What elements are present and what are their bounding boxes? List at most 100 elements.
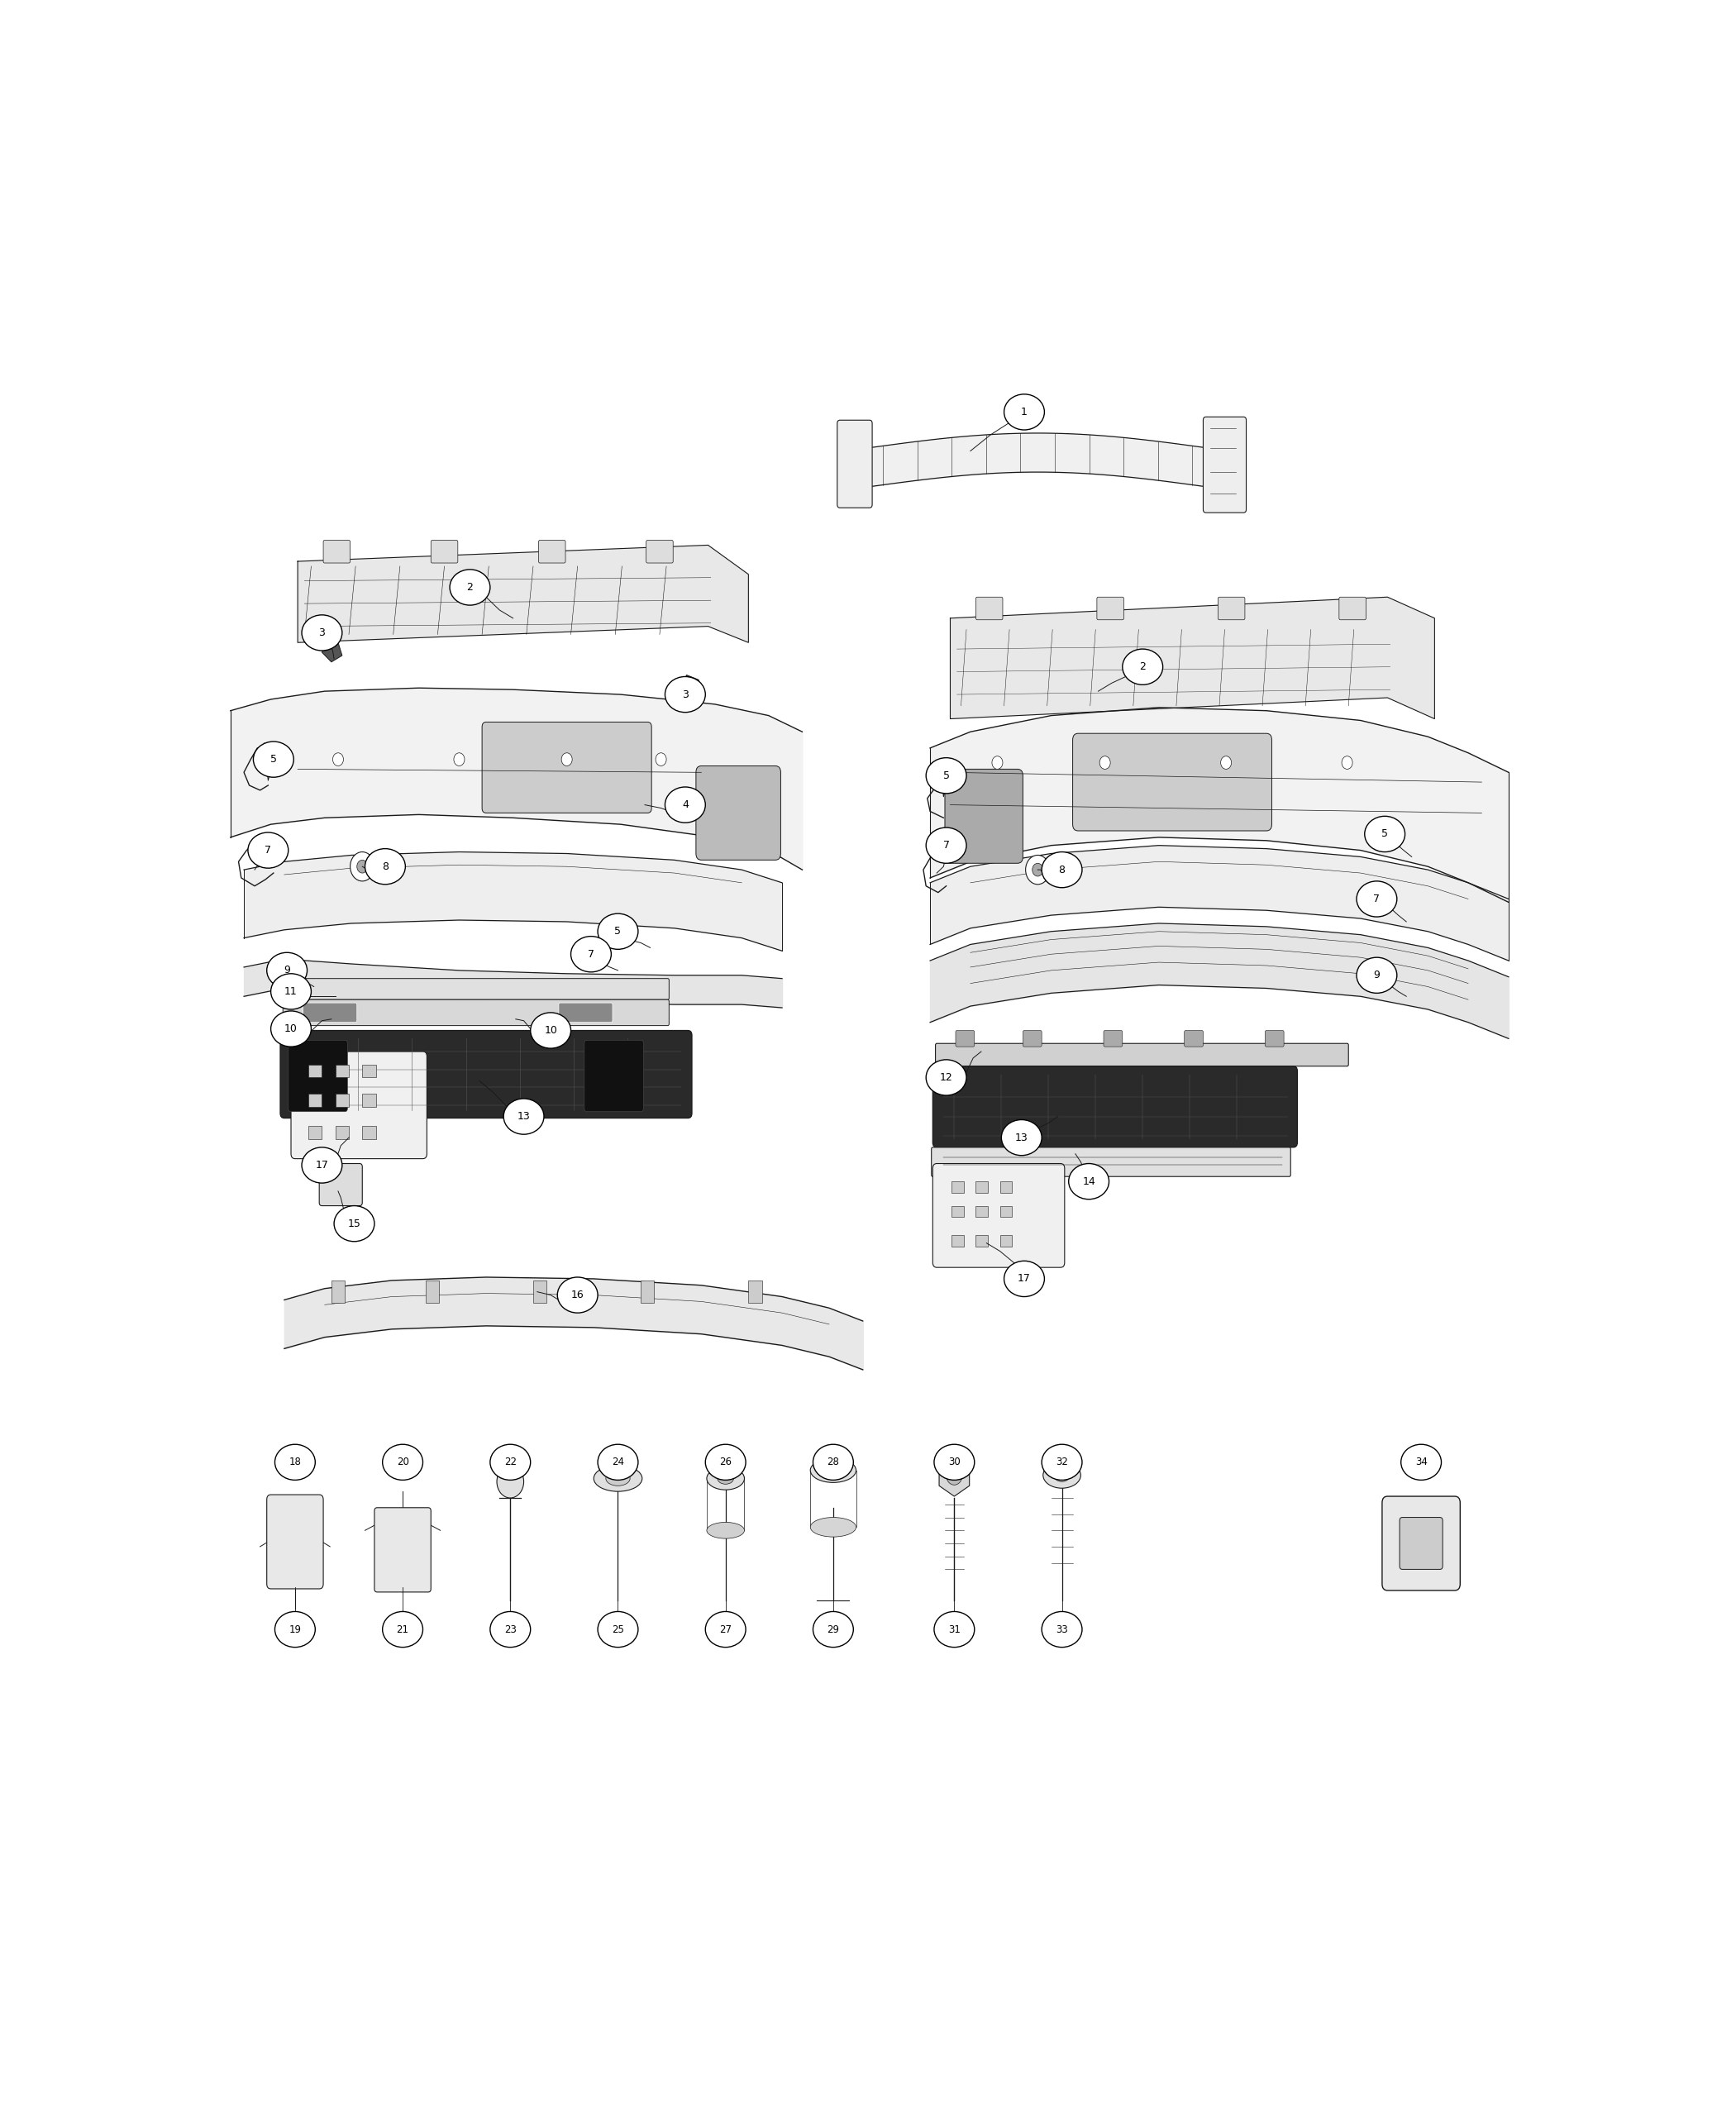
FancyBboxPatch shape <box>646 540 674 563</box>
Ellipse shape <box>934 1444 974 1480</box>
Text: 23: 23 <box>503 1623 516 1636</box>
Text: 7: 7 <box>1373 894 1380 904</box>
FancyBboxPatch shape <box>1023 1031 1042 1048</box>
Text: 27: 27 <box>719 1623 733 1636</box>
FancyBboxPatch shape <box>1203 417 1246 512</box>
Text: 14: 14 <box>1082 1176 1095 1187</box>
Text: 13: 13 <box>1016 1132 1028 1143</box>
Bar <box>332 1280 345 1303</box>
Ellipse shape <box>1401 1444 1441 1480</box>
FancyBboxPatch shape <box>304 1003 358 1022</box>
FancyBboxPatch shape <box>1184 1031 1203 1048</box>
FancyBboxPatch shape <box>1219 597 1245 620</box>
Ellipse shape <box>1002 1119 1042 1155</box>
Bar <box>309 1094 321 1107</box>
Text: 7: 7 <box>266 845 271 856</box>
FancyBboxPatch shape <box>288 1039 347 1111</box>
FancyBboxPatch shape <box>932 1067 1297 1147</box>
Ellipse shape <box>267 953 307 989</box>
Polygon shape <box>939 1455 969 1497</box>
Circle shape <box>1026 856 1050 885</box>
FancyBboxPatch shape <box>1104 1031 1123 1048</box>
FancyBboxPatch shape <box>1266 1031 1285 1048</box>
Text: 18: 18 <box>288 1457 300 1467</box>
FancyBboxPatch shape <box>323 540 351 563</box>
Ellipse shape <box>707 1522 745 1539</box>
Ellipse shape <box>811 1518 856 1537</box>
Polygon shape <box>950 597 1434 719</box>
Bar <box>309 1065 321 1077</box>
Ellipse shape <box>812 1444 854 1480</box>
Bar <box>335 1065 349 1077</box>
Text: 9: 9 <box>283 965 290 976</box>
Text: 21: 21 <box>396 1623 410 1636</box>
Ellipse shape <box>503 1098 543 1134</box>
Ellipse shape <box>557 1277 597 1313</box>
Text: 20: 20 <box>396 1457 408 1467</box>
Text: 30: 30 <box>948 1457 960 1467</box>
Ellipse shape <box>271 974 311 1010</box>
Ellipse shape <box>1069 1164 1109 1199</box>
FancyBboxPatch shape <box>932 1147 1290 1176</box>
Bar <box>335 1094 349 1107</box>
Ellipse shape <box>606 1471 630 1486</box>
Text: 15: 15 <box>347 1218 361 1229</box>
FancyBboxPatch shape <box>283 978 668 999</box>
Circle shape <box>1342 757 1352 769</box>
Ellipse shape <box>571 936 611 972</box>
Circle shape <box>333 753 344 765</box>
FancyBboxPatch shape <box>375 1507 431 1592</box>
Ellipse shape <box>1042 1611 1082 1646</box>
Ellipse shape <box>925 828 967 864</box>
Ellipse shape <box>490 1611 531 1646</box>
Bar <box>363 1126 375 1138</box>
Text: 26: 26 <box>719 1457 733 1467</box>
Text: 2: 2 <box>467 582 474 592</box>
Ellipse shape <box>271 1012 311 1048</box>
Ellipse shape <box>253 742 293 778</box>
Ellipse shape <box>597 913 639 949</box>
Text: 17: 17 <box>1017 1273 1031 1284</box>
FancyBboxPatch shape <box>696 765 781 860</box>
Ellipse shape <box>925 757 967 793</box>
Text: 22: 22 <box>503 1457 517 1467</box>
Bar <box>976 1206 988 1216</box>
Circle shape <box>1220 757 1231 769</box>
Text: 12: 12 <box>939 1073 953 1084</box>
Ellipse shape <box>1364 816 1404 852</box>
Bar <box>1000 1206 1012 1216</box>
Text: 5: 5 <box>271 755 276 765</box>
Ellipse shape <box>302 616 342 651</box>
Ellipse shape <box>1003 1261 1045 1296</box>
Ellipse shape <box>1356 881 1397 917</box>
Bar <box>951 1235 963 1246</box>
Ellipse shape <box>382 1611 424 1646</box>
Text: 8: 8 <box>1059 864 1066 875</box>
Circle shape <box>496 1465 524 1499</box>
Ellipse shape <box>934 1611 974 1646</box>
Ellipse shape <box>1054 1469 1069 1482</box>
Text: 31: 31 <box>948 1623 960 1636</box>
Text: 4: 4 <box>682 799 689 809</box>
Ellipse shape <box>717 1473 734 1484</box>
FancyBboxPatch shape <box>319 1164 363 1206</box>
Text: 7: 7 <box>943 841 950 852</box>
FancyBboxPatch shape <box>279 1031 693 1117</box>
Ellipse shape <box>1123 649 1163 685</box>
Polygon shape <box>321 639 342 662</box>
Bar <box>335 1126 349 1138</box>
Text: 11: 11 <box>285 987 297 997</box>
FancyBboxPatch shape <box>559 1003 613 1022</box>
Ellipse shape <box>450 569 490 605</box>
Text: 32: 32 <box>1055 1457 1068 1467</box>
Text: 28: 28 <box>826 1457 838 1467</box>
Ellipse shape <box>705 1611 746 1646</box>
Circle shape <box>453 753 465 765</box>
Text: 34: 34 <box>1415 1457 1427 1467</box>
Text: 5: 5 <box>1382 828 1389 839</box>
FancyBboxPatch shape <box>283 999 668 1027</box>
Text: 2: 2 <box>1139 662 1146 672</box>
Ellipse shape <box>1003 394 1045 430</box>
Text: 33: 33 <box>1055 1623 1068 1636</box>
Text: 17: 17 <box>316 1159 328 1170</box>
